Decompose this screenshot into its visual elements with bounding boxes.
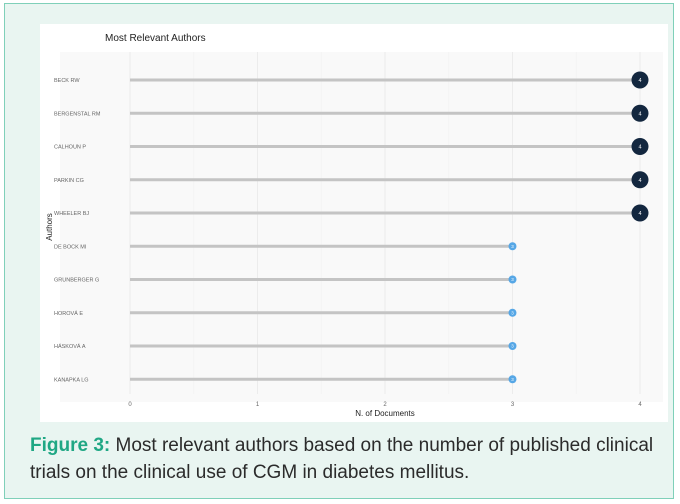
author-label: PARKIN CG [54, 178, 84, 184]
caption-lead: Figure 3: [30, 435, 110, 456]
author-label: HOROVÁ E [54, 310, 83, 317]
x-tick-label: 3 [511, 402, 515, 408]
x-tick-label: 1 [256, 402, 260, 408]
dot-value-label: 4 [638, 145, 641, 151]
chart-panel: Most Relevant Authors Authors N. of Docume… [40, 24, 668, 422]
x-tick-label: 0 [128, 402, 132, 408]
dot-value-label: 4 [638, 178, 641, 184]
dot-value-label: 4 [638, 111, 641, 117]
author-label: GRUNBERGER G [54, 278, 99, 284]
figure-caption: Figure 3: Most relevant authors based on… [30, 432, 670, 486]
author-label: BERGENSTAL RM [54, 111, 101, 117]
y-axis-label: Authors [45, 213, 54, 241]
dot-value-label: 4 [638, 78, 641, 84]
author-label: KANAPKA LG [54, 377, 89, 383]
lollipop-chart: Most Relevant Authors Authors N. of Docume… [40, 24, 668, 422]
author-label: DE BOCK MI [54, 244, 87, 250]
author-label: CALHOUN P [54, 145, 86, 151]
dot-value-label: 4 [638, 211, 641, 217]
plot-background [60, 52, 663, 402]
x-tick-label: 4 [638, 402, 642, 408]
author-label: BECK RW [54, 78, 80, 84]
author-label: WHEELER BJ [54, 211, 89, 217]
figure-frame: Most Relevant Authors Authors N. of Docume… [4, 3, 674, 499]
x-axis-label: N. of Documents [355, 409, 415, 418]
chart-title: Most Relevant Authors [105, 33, 206, 44]
author-label: HÁSKOVÁ A [54, 343, 86, 350]
caption-text: Most relevant authors based on the numbe… [30, 435, 653, 483]
x-tick-label: 2 [383, 402, 387, 408]
